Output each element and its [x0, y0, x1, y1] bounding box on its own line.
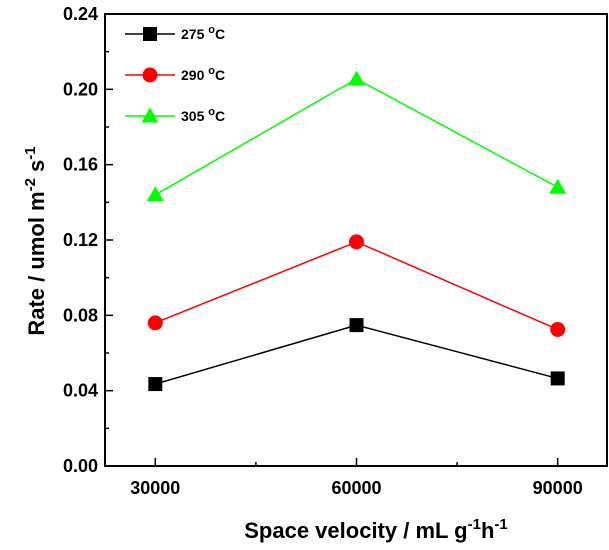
- series-290: [147, 234, 566, 337]
- x-tick-label: 90000: [533, 478, 583, 498]
- data-point: [147, 315, 163, 331]
- legend-item: 275 oC: [125, 24, 225, 42]
- y-axis-title: Rate / umol m-2 s-1: [22, 146, 49, 335]
- legend-item: 305 oC: [125, 106, 225, 124]
- y-tick-label: 0.12: [63, 230, 98, 250]
- series-line: [154, 78, 559, 196]
- data-point: [550, 321, 566, 337]
- x-tick-label: 30000: [130, 478, 180, 498]
- data-point: [348, 70, 365, 86]
- data-point: [349, 318, 364, 333]
- y-tick-label: 0.24: [63, 4, 98, 24]
- legend-item: 290 oC: [125, 65, 225, 83]
- data-point: [549, 178, 567, 194]
- series-line: [155, 324, 558, 385]
- y-tick-label: 0.00: [63, 456, 98, 476]
- legend-label: 290 oC: [181, 65, 225, 83]
- x-tick-label: 60000: [331, 478, 381, 498]
- series-line: [155, 241, 558, 331]
- data-point: [146, 186, 164, 202]
- legend-marker: [141, 107, 159, 123]
- series-275: [148, 318, 565, 392]
- legend-marker: [143, 27, 157, 41]
- legend-label: 275 oC: [181, 24, 225, 42]
- legend-marker: [142, 67, 158, 83]
- data-point: [148, 377, 163, 392]
- series-305: [146, 70, 567, 202]
- legend: 275 oC 290 oC 305 oC: [125, 24, 225, 124]
- data-point: [550, 371, 565, 386]
- y-tick-label: 0.20: [63, 79, 98, 99]
- y-tick-label: 0.08: [63, 305, 98, 325]
- y-tick-label: 0.16: [63, 155, 98, 175]
- y-tick-label: 0.04: [63, 381, 98, 401]
- legend-label: 305 oC: [181, 106, 225, 124]
- data-point: [349, 234, 364, 250]
- x-axis-title: Space velocity / mL g-1h-1: [244, 516, 508, 543]
